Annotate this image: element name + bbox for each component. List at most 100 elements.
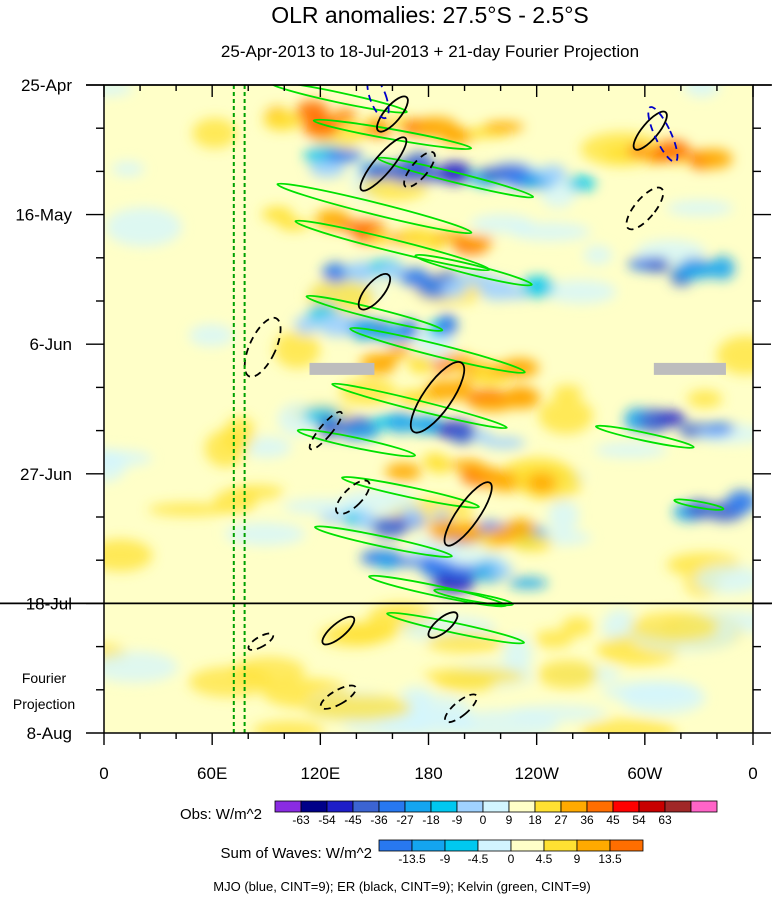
waves-colorbar-swatch: [378, 839, 413, 852]
waves-colorbar-swatch: [609, 839, 644, 852]
waves-colorbar-label: 13.5: [598, 852, 622, 866]
y-tick-label: 8-Aug: [27, 724, 72, 743]
anomaly-blob: [104, 85, 134, 97]
anomaly-blob: [483, 437, 526, 449]
anomaly-blob: [449, 427, 477, 444]
anomaly-blob: [407, 353, 434, 374]
y-tick-label: 16-May: [15, 206, 72, 225]
anomaly-blob: [304, 694, 412, 722]
anomaly-blob: [580, 718, 677, 733]
projection-label-line2: Projection: [13, 696, 75, 712]
anomaly-blob: [703, 423, 736, 434]
anomaly-blob: [470, 214, 534, 234]
anomaly-blob: [252, 720, 325, 733]
anomaly-blob: [324, 148, 363, 163]
anomaly-blob: [726, 490, 753, 514]
anomaly-blob: [283, 498, 364, 515]
anomaly-blob: [486, 470, 524, 492]
er-contour: [444, 693, 478, 724]
anomaly-blob: [385, 411, 416, 434]
anomaly-blob: [534, 630, 573, 649]
obs-colorbar-swatch: [664, 800, 692, 813]
er-contour: [243, 316, 282, 378]
kelvin-contour: [314, 525, 453, 558]
anomaly-blob: [385, 462, 422, 481]
anomaly-blob: [521, 275, 555, 298]
anomaly-blob: [601, 680, 699, 703]
er-contour: [247, 632, 275, 651]
missing-data-bar: [653, 362, 726, 375]
y-tick-label: 6-Jun: [29, 335, 72, 354]
er-contour: [403, 151, 436, 189]
kelvin-contour: [349, 326, 526, 374]
obs-colorbar-swatch: [690, 800, 718, 813]
kelvin-contour: [276, 182, 473, 235]
anomaly-blob: [447, 564, 481, 577]
anomaly-blob: [644, 257, 671, 273]
anomaly-blob: [104, 651, 179, 683]
obs-colorbar-label: -63: [292, 813, 310, 827]
er-contour: [376, 95, 409, 133]
anomaly-blob: [697, 148, 733, 169]
obs-colorbar-swatch: [456, 800, 484, 813]
anomaly-blob: [402, 507, 424, 526]
kelvin-contour: [331, 382, 508, 430]
chart-subtitle: 25-Apr-2013 to 18-Jul-2013 + 21-day Four…: [221, 42, 639, 61]
anomaly-blob: [594, 442, 668, 458]
obs-colorbar-label: 27: [554, 813, 568, 827]
kelvin-contour: [595, 424, 695, 449]
x-tick-labels: 0 60E 120E 180 120W 60W 0: [99, 764, 757, 783]
er-contour: [308, 410, 343, 451]
anomaly-blob: [378, 263, 408, 280]
anomaly-blob: [545, 279, 617, 304]
olr-anomaly-field: [104, 85, 753, 733]
waves-colorbar-label: -13.5: [398, 852, 426, 866]
x-tick-label: 60W: [627, 764, 662, 783]
waves-colorbar-swatch: [510, 839, 545, 852]
waves-colorbar: -13.5 -9 -4.5 0 4.5 9 13.5: [378, 839, 644, 866]
anomaly-blob: [538, 397, 594, 434]
er-contour: [443, 481, 493, 547]
x-tick-label: 60E: [197, 764, 227, 783]
x-tick-label: 120W: [514, 764, 558, 783]
anomaly-blob: [188, 324, 234, 347]
anomaly-blob: [192, 118, 237, 149]
missing-data-bar: [309, 362, 375, 375]
obs-colorbar-swatch: [560, 800, 588, 813]
anomaly-blob: [502, 387, 541, 410]
er-contour: [319, 684, 357, 710]
obs-colorbar-swatch: [638, 800, 666, 813]
obs-colorbar-label: 63: [658, 813, 672, 827]
anomaly-blob: [436, 313, 458, 337]
anomaly-blob: [501, 358, 540, 378]
anomaly-blob: [463, 235, 495, 246]
mjo-contour: [366, 85, 390, 120]
obs-colorbar-label: -45: [344, 813, 362, 827]
obs-colorbar-label: 54: [632, 813, 646, 827]
obs-colorbar-swatch: [274, 800, 302, 813]
obs-colorbar-label: -54: [318, 813, 336, 827]
missing-data-bars: [309, 362, 726, 375]
anomaly-blob: [502, 635, 532, 673]
anomaly-blob: [567, 175, 596, 192]
obs-colorbar-swatch: [352, 800, 380, 813]
kelvin-contour: [673, 498, 725, 511]
anomaly-blob: [294, 315, 318, 335]
obs-colorbar-label: 9: [506, 813, 513, 827]
anomaly-blob: [104, 449, 153, 468]
er-contour: [321, 615, 356, 646]
anomaly-blob: [355, 510, 377, 531]
x-tick-label: 180: [414, 764, 442, 783]
anomaly-blob: [213, 489, 257, 514]
kelvin-contour: [386, 611, 525, 645]
anomaly-blob: [423, 667, 526, 685]
anomaly-blob: [604, 146, 636, 162]
anomaly-blob: [111, 161, 145, 177]
obs-colorbar-swatch: [508, 800, 536, 813]
kelvin-contour: [377, 156, 535, 199]
y-tick-labels: 25-Apr 16-May 6-Jun 27-Jun 18-Jul 8-Aug: [15, 76, 72, 743]
anomaly-blob: [427, 456, 452, 474]
anomaly-blob: [538, 164, 567, 184]
waves-colorbar-swatch: [444, 839, 479, 852]
